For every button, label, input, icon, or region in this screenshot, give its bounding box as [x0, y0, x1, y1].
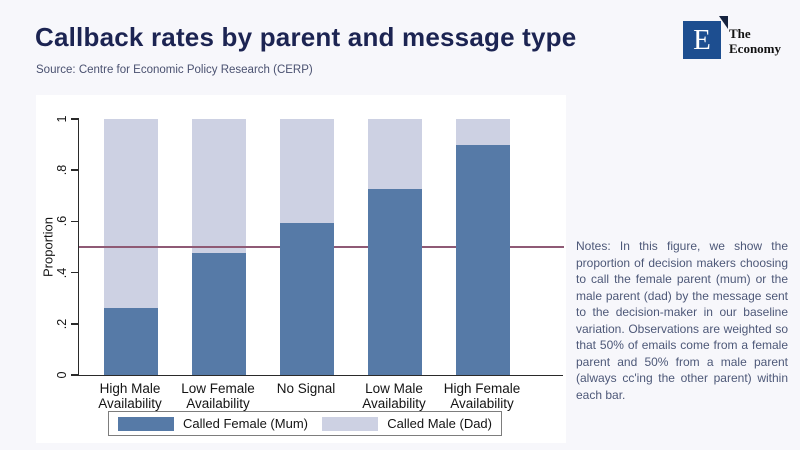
legend-label: Called Female (Mum)	[183, 416, 308, 431]
legend-item: Called Female (Mum)	[118, 416, 308, 431]
legend-label: Called Male (Dad)	[387, 416, 492, 431]
legend-item: Called Male (Dad)	[322, 416, 492, 431]
bar-segment-dad	[280, 119, 334, 223]
chart-legend: Called Female (Mum) Called Male (Dad)	[108, 411, 502, 436]
x-axis-label: Low Female Availability	[181, 381, 255, 412]
y-axis-title: Proportion	[40, 217, 56, 277]
y-tick-label: .8	[55, 164, 69, 176]
x-axis-label: High Male Availability	[98, 381, 162, 412]
y-tick-mark	[71, 118, 79, 120]
bar-segment-mum	[192, 253, 246, 375]
y-tick-mark	[71, 169, 79, 171]
bar-segment-dad	[104, 119, 158, 309]
x-axis-label: High Female Availability	[443, 381, 521, 412]
y-tick-label: 0	[55, 371, 69, 379]
bar-3	[280, 119, 334, 375]
legend-swatch	[322, 416, 379, 431]
y-tick-mark	[71, 271, 79, 274]
x-axis-label: Low Male Availability	[362, 381, 426, 412]
legend-swatch	[118, 416, 174, 431]
y-tick-mark	[71, 220, 79, 223]
bar-segment-dad	[368, 119, 422, 190]
logo-letter: E	[693, 23, 711, 56]
bar-5	[456, 119, 510, 375]
logo-apostrophe-icon	[719, 16, 728, 29]
bar-segment-mum	[456, 144, 510, 375]
logo-wordmark: The Economy	[729, 26, 781, 59]
y-tick-label: .2	[55, 318, 69, 330]
bar-2	[192, 119, 246, 375]
y-tick-label: 1	[55, 115, 69, 123]
x-axis-labels: High Male Availability Low Female Availabil…	[78, 381, 562, 413]
bar-segment-dad	[192, 119, 246, 254]
logo-wordmark-line1: The	[729, 26, 751, 41]
page-title: Callback rates by parent and message typ…	[35, 22, 577, 52]
logo-wordmark-line2: Economy	[729, 40, 781, 56]
notes-panel: Notes: In this figure, we show the propo…	[576, 239, 788, 402]
the-economy-logo: E The Economy	[683, 16, 781, 59]
bar-segment-dad	[456, 119, 510, 145]
chart-figure: Proportion 0 .2 .4 .6 .8 1 High Male Availabil…	[36, 95, 566, 443]
bar-4	[368, 119, 422, 375]
y-tick-label: .6	[55, 216, 69, 227]
bar-segment-mum	[368, 189, 422, 375]
bar-segment-mum	[104, 308, 158, 375]
y-tick-mark	[71, 323, 79, 325]
bar-segment-mum	[280, 222, 334, 375]
source-note: Source: Centre for Economic Policy Resea…	[36, 64, 313, 76]
y-tick-mark	[71, 374, 79, 376]
plot-area: 0 .2 .4 .6 .8 1	[55, 116, 564, 378]
y-tick-label: .4	[55, 267, 69, 278]
x-axis-label: No Signal	[276, 381, 336, 396]
bar-1	[104, 119, 158, 375]
logo-mark: E	[683, 16, 728, 59]
